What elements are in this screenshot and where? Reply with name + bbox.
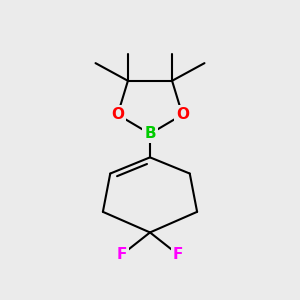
Text: B: B — [144, 126, 156, 141]
Text: F: F — [173, 247, 183, 262]
Text: F: F — [117, 247, 127, 262]
Text: O: O — [176, 107, 189, 122]
Text: O: O — [111, 107, 124, 122]
